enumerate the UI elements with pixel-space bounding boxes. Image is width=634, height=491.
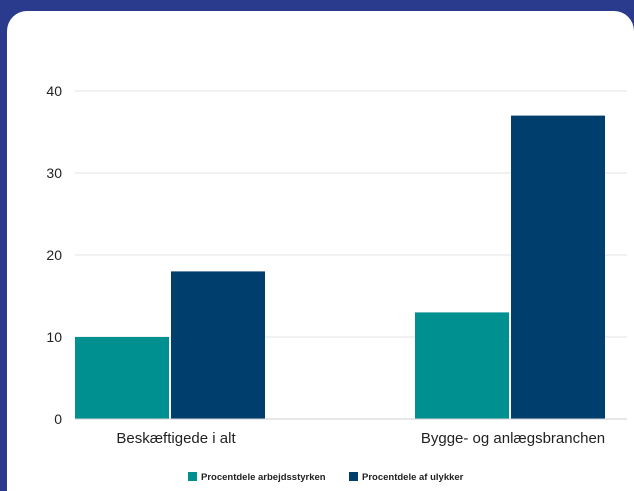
bar-ulykker <box>171 271 265 419</box>
legend-swatch <box>349 472 358 481</box>
x-axis-categories: Beskæftigede i alt Bygge- og anlægsbranch… <box>116 430 605 447</box>
bars <box>75 115 605 419</box>
legend-label: Procentdele af ulykker <box>362 472 464 483</box>
y-tick-label: 30 <box>46 165 62 181</box>
y-axis-ticks: 0 10 20 30 40 <box>46 83 62 427</box>
legend-label: Procentdele arbejdsstyrken <box>201 472 326 483</box>
bar-arbejdsstyrken <box>415 312 509 419</box>
y-tick-label: 0 <box>54 411 62 427</box>
legend: Procentdele arbejdsstyrken Procentdele af… <box>188 472 464 483</box>
y-tick-label: 10 <box>46 329 62 345</box>
bar-ulykker <box>511 115 605 419</box>
x-category-label: Bygge- og anlægsbranchen <box>421 430 605 447</box>
y-tick-label: 40 <box>46 83 62 99</box>
legend-swatch <box>188 472 197 481</box>
x-category-label: Beskæftigede i alt <box>116 430 236 447</box>
y-tick-label: 20 <box>46 247 62 263</box>
bar-arbejdsstyrken <box>75 337 169 419</box>
